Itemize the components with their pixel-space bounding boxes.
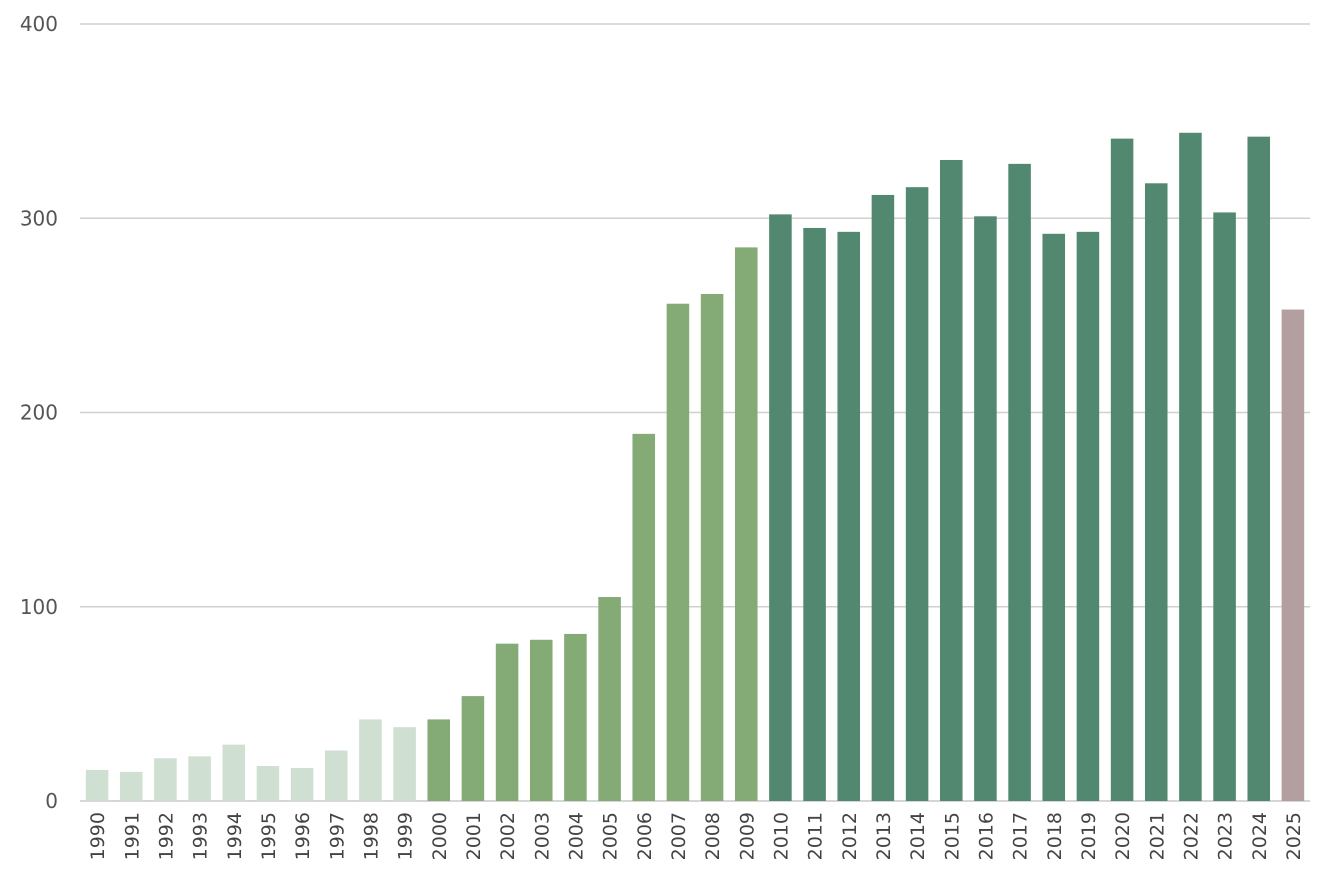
bar-1998 <box>359 719 382 801</box>
bar-2010 <box>769 214 792 802</box>
x-tick-label: 2003 <box>531 812 553 860</box>
x-tick-label: 2005 <box>600 812 622 860</box>
x-tick-label: 2001 <box>463 812 485 860</box>
x-tick-label: 2015 <box>941 812 963 860</box>
x-tick-label: 2012 <box>839 812 861 860</box>
x-tick-label: 1996 <box>292 812 314 860</box>
bar-2009 <box>734 247 758 801</box>
bar-2003 <box>529 639 553 801</box>
bar-1993 <box>188 756 211 801</box>
bar-1991 <box>119 771 143 801</box>
y-tick-label: 100 <box>20 595 58 619</box>
bars <box>85 132 1305 802</box>
bar-2011 <box>803 227 826 801</box>
bar-1999 <box>393 727 416 801</box>
y-tick-label: 400 <box>20 12 58 36</box>
bar-2012 <box>837 231 861 801</box>
x-tick-label: 2010 <box>770 812 792 860</box>
bar-1997 <box>324 750 348 801</box>
x-tick-label: 1990 <box>87 812 109 860</box>
x-tick-label: 2023 <box>1215 812 1237 860</box>
bar-2024 <box>1247 136 1271 802</box>
bar-2004 <box>564 633 587 801</box>
bar-2013 <box>871 194 895 801</box>
bar-1995 <box>256 766 280 801</box>
bar-2006 <box>632 433 656 801</box>
bar-2000 <box>427 719 451 801</box>
x-axis-labels: 1990 1991 1992 1993 1994 1995 1996 1997 1998 1999… <box>87 812 1305 860</box>
x-tick-label: 2019 <box>1078 812 1100 860</box>
y-tick-label: 0 <box>45 789 58 813</box>
bar-2015 <box>939 159 963 802</box>
x-tick-label: 2000 <box>429 812 451 860</box>
x-tick-label: 2016 <box>975 812 997 860</box>
y-tick-label: 200 <box>20 401 58 425</box>
x-tick-label: 2022 <box>1180 812 1202 860</box>
bar-2014 <box>905 187 929 802</box>
x-tick-label: 1995 <box>258 812 280 860</box>
bar-2008 <box>700 294 724 801</box>
gridlines <box>80 23 1310 802</box>
bar-1996 <box>290 767 314 801</box>
x-tick-label: 1993 <box>190 812 212 860</box>
bar-2017 <box>1008 163 1031 802</box>
x-tick-label: 2004 <box>565 812 587 860</box>
bar-2021 <box>1144 183 1168 801</box>
x-tick-label: 2007 <box>668 812 690 860</box>
x-tick-label: 2014 <box>907 812 929 860</box>
x-tick-label: 1999 <box>395 812 417 860</box>
x-tick-label: 1998 <box>360 812 382 860</box>
bar-1994 <box>222 744 246 801</box>
bar-2018 <box>1042 233 1066 802</box>
x-tick-label: 2021 <box>1146 812 1168 860</box>
bar-1992 <box>154 758 177 801</box>
y-axis-ticks: 0 100 200 300 400 <box>20 12 58 813</box>
x-tick-label: 1994 <box>224 812 246 860</box>
bar-2007 <box>666 303 690 801</box>
x-tick-label: 2002 <box>497 812 519 860</box>
x-tick-label: 1997 <box>326 812 348 860</box>
y-tick-label: 300 <box>20 206 58 230</box>
x-tick-label: 2024 <box>1249 812 1271 860</box>
x-tick-label: 2013 <box>873 812 895 860</box>
x-tick-label: 2008 <box>702 812 724 860</box>
bar-2020 <box>1110 138 1134 802</box>
x-tick-label: 2006 <box>634 812 656 860</box>
bar-2022 <box>1179 132 1202 801</box>
bar-2001 <box>461 696 485 801</box>
x-tick-label: 2011 <box>805 812 827 860</box>
x-tick-label: 1991 <box>121 812 143 860</box>
bar-2023 <box>1213 212 1236 802</box>
bar-2025 <box>1281 309 1305 801</box>
x-tick-label: 2020 <box>1112 812 1134 860</box>
bar-2019 <box>1076 231 1100 801</box>
x-tick-label: 2018 <box>1044 812 1066 860</box>
bar-2016 <box>974 216 997 801</box>
x-tick-label: 2009 <box>736 812 758 860</box>
x-tick-label: 2025 <box>1283 812 1305 860</box>
bar-2005 <box>598 597 621 801</box>
bar-2002 <box>495 643 519 801</box>
x-tick-label: 2017 <box>1010 812 1032 860</box>
bar-1990 <box>85 769 109 801</box>
x-tick-label: 1992 <box>155 812 177 860</box>
